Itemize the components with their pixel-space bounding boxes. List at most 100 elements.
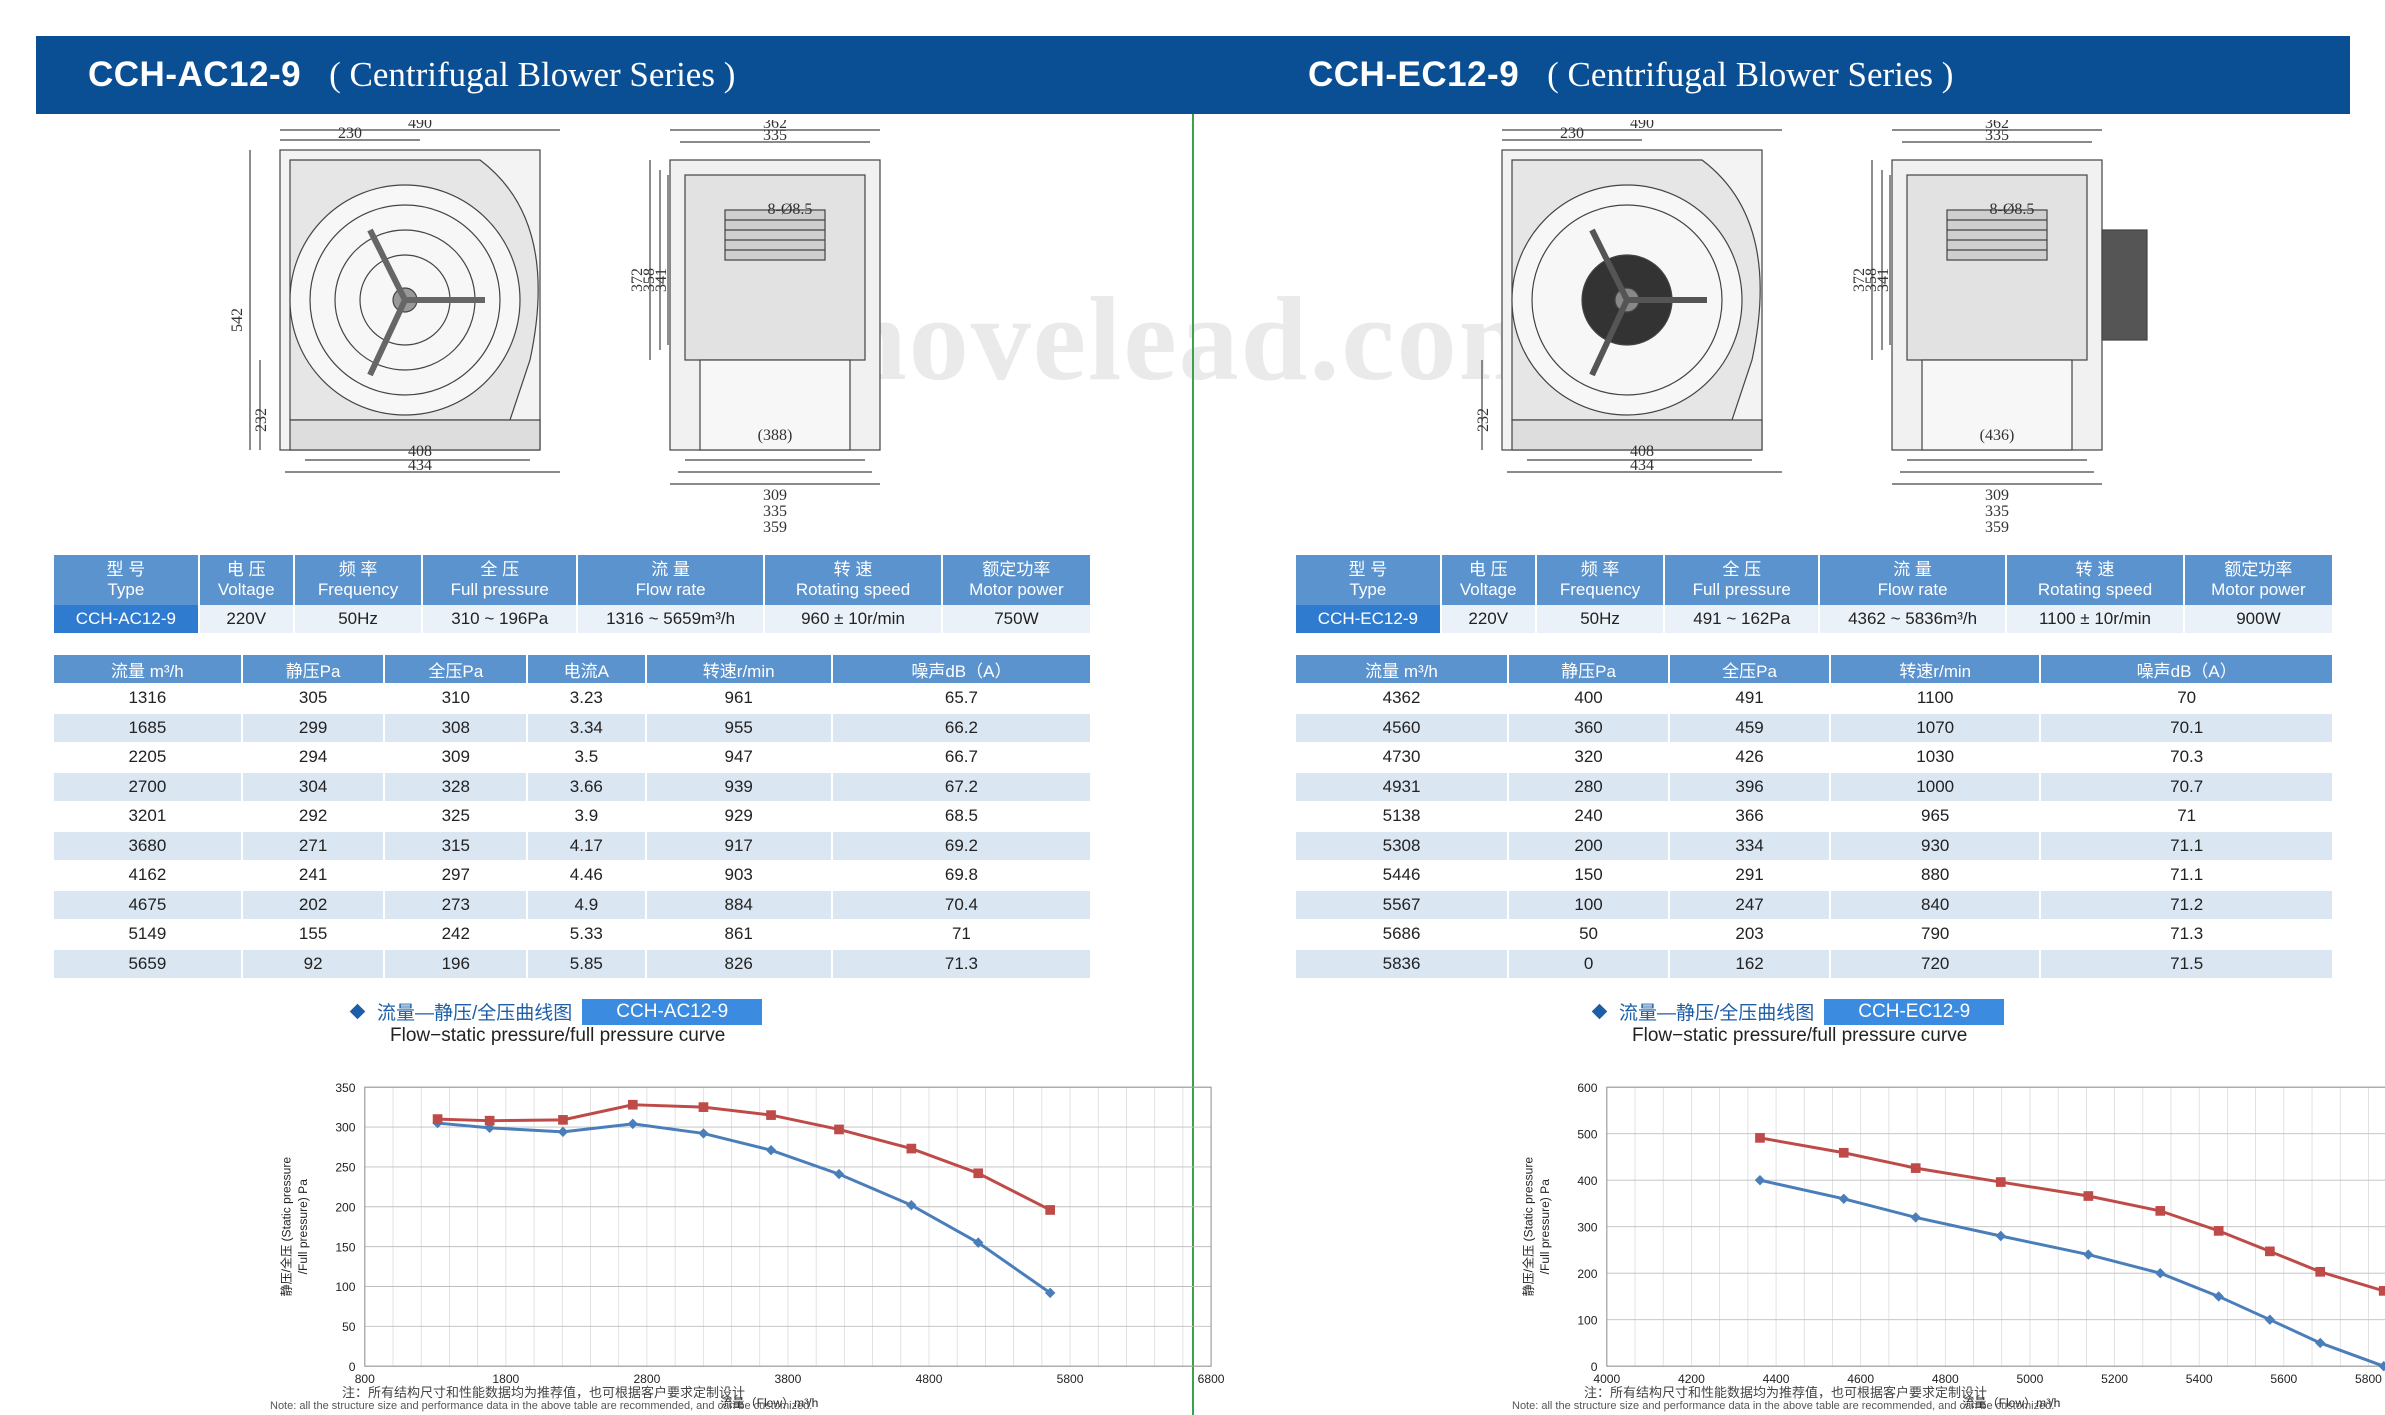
data-point (1044, 1287, 1056, 1299)
data-point (906, 1143, 917, 1154)
dim-holes: 8-Ø8.5 (768, 201, 813, 218)
table-cell: 884 (646, 890, 831, 919)
y-tick-label: 100 (335, 1280, 355, 1294)
perf-header-cell: 转速r/min (1831, 655, 2040, 683)
series-line (437, 1103, 1051, 1212)
table-cell: 315 (385, 831, 527, 860)
table-cell: 308 (385, 713, 527, 742)
spec-header-power: 额定功率 Motor power (942, 555, 1090, 605)
note-cn: 注：所有结构尺寸和性能数据均为推荐值，也可根据客户要求定制设计 (1584, 1385, 1988, 1400)
x-tick-label: 4400 (1763, 1372, 1790, 1386)
table-cell: 304 (242, 772, 384, 801)
x-tick-label: 4800 (1932, 1372, 1959, 1386)
x-tick-label: 3800 (775, 1372, 802, 1386)
y-tick-label: 300 (335, 1121, 355, 1135)
diamond-icon (1591, 1003, 1608, 1020)
table-cell: 360 (1509, 713, 1669, 742)
x-tick-label: 4200 (1678, 1372, 1705, 1386)
table-row: 1685 299 308 3.34 955 66.2 (54, 713, 1090, 742)
table-row: 3201 292 325 3.9 929 68.5 (54, 802, 1090, 831)
perf-header-cell: 全压Pa (1670, 655, 1830, 683)
table-cell: 1030 (1831, 743, 2040, 772)
data-point (833, 1168, 845, 1180)
spec-header-pressure: 全 压 Full pressure (423, 555, 576, 605)
x-axis-label: 流量（Flow）m³/h (1962, 1396, 2060, 1410)
y-tick-label: 0 (1591, 1360, 1598, 1374)
plot-area: 0 100 200 300 400 500 600 4000 4200 4400 4600 4800 5… (1520, 1081, 2385, 1410)
table-cell: 92 (242, 949, 384, 978)
spec-header-power: 额定功率 Motor power (2184, 555, 2332, 605)
table-cell: 5686 (1296, 920, 1508, 949)
performance-chart-svg: 0 50 100 150 200 250 300 350 800 1800 2800 3800 4800… (278, 1081, 1224, 1410)
table-cell: 291 (1670, 861, 1830, 890)
table-row: 2700 304 328 3.66 939 67.2 (54, 772, 1090, 801)
x-tick-label: 4000 (1593, 1372, 1620, 1386)
data-point (973, 1168, 984, 1179)
table-cell: 961 (646, 684, 831, 713)
y-tick-label: 50 (342, 1320, 356, 1334)
data-point (484, 1115, 495, 1126)
table-cell: 426 (1670, 743, 1830, 772)
chart-model-chip: CCH-EC12-9 (1824, 998, 2005, 1025)
spec-header-flow: 流 量 Flow rate (1819, 555, 2006, 605)
dim-362: 362 (1985, 120, 2009, 132)
data-point (698, 1128, 709, 1139)
y-axis-label: 静压/全压 (Static pressure (278, 1157, 293, 1297)
spec-voltage: 220V (1441, 605, 1535, 633)
chart-title: 流量—静压/全压曲线图 CCH-AC12-9 (349, 998, 763, 1025)
data-point (765, 1144, 777, 1156)
spec-speed: 1100 ± 10r/min (2007, 605, 2183, 633)
table-cell: 155 (242, 920, 384, 949)
data-point (2264, 1314, 2276, 1325)
table-cell: 320 (1509, 743, 1669, 772)
table-row: 4931 280 396 1000 70.7 (1296, 772, 2332, 801)
y-tick-label: 200 (1577, 1267, 1597, 1281)
table-cell: 334 (1670, 831, 1830, 860)
dim-335: 335 (1985, 127, 2009, 144)
model-title: CCH-AC12-9 (88, 55, 302, 94)
y-axis-label: /Full pressure) Pa (1538, 1179, 1552, 1275)
table-cell: 50 (1509, 920, 1669, 949)
table-cell: 100 (1509, 890, 1669, 919)
y-axis-label: /Full pressure) Pa (296, 1179, 310, 1275)
table-cell: 366 (1670, 802, 1830, 831)
data-point (2213, 1291, 2224, 1302)
chart-title-text: 流量—静压/全压曲线图 (1619, 1003, 1815, 1024)
y-tick-label: 150 (335, 1240, 355, 1254)
panel-ac: CCH-AC12-9 ( Centrifugal Blower Series ) (0, 0, 1225, 1415)
spec-header-type: 型 号 Type (54, 555, 198, 605)
blower-drawing: 490 230 232 408 434 362 335 8-Ø8.5 372 3… (1452, 115, 2152, 540)
data-point (1838, 1193, 1849, 1205)
x-tick-label: 6800 (1198, 1372, 1225, 1386)
data-point (2155, 1267, 2166, 1279)
series-title: ( Centrifugal Blower Series ) (1547, 55, 1954, 94)
blower-drawing-svg: 490 230 542 232 408 434 362 335 8-Ø8.5 3… (229, 115, 881, 536)
data-point (2083, 1249, 2094, 1260)
perf-header-row: 流量 m³/h 静压Pa 全压Pa 转速r/min 噪声dB（A） (1296, 655, 2332, 683)
table-cell: 4162 (54, 861, 241, 890)
table-cell: 162 (1670, 949, 1830, 978)
table-cell: 4362 (1296, 684, 1508, 713)
table-cell: 0 (1509, 949, 1669, 978)
x-axis-label: 流量（Flow）m³/h (720, 1396, 818, 1410)
table-cell: 3.66 (528, 772, 645, 801)
table-cell: 4931 (1296, 772, 1508, 801)
table-row: 4162 241 297 4.46 903 69.8 (54, 861, 1090, 890)
note-en: Note: all the structure size and perform… (1512, 1400, 2055, 1412)
spec-header-type: 型 号 Type (1296, 555, 1440, 605)
y-tick-label: 400 (1577, 1174, 1597, 1188)
spec-table: 型 号 Type 电 压 Voltage 频 率 Frequency 全 压 Full … (52, 555, 1092, 633)
dim-372: 372 (1851, 268, 1868, 292)
panel-ec: CCH-EC12-9 ( Centrifugal Blower Series ) (1192, 0, 2385, 1415)
table-cell: 273 (385, 890, 527, 919)
table-row: 4675 202 273 4.9 884 70.4 (54, 890, 1090, 919)
chart-subtitle: Flow−static pressure/full pressure curve (1632, 1025, 1968, 1046)
table-row: 5686 50 203 790 71.3 (1296, 920, 2332, 949)
spec-header-speed: 转 速 Rotating speed (2007, 555, 2183, 605)
chart-subtitle: Flow−static pressure/full pressure curve (390, 1025, 726, 1046)
table-cell: 965 (1831, 802, 2040, 831)
x-tick-label: 2800 (633, 1372, 660, 1386)
table-cell: 5659 (54, 949, 241, 978)
y-tick-label: 300 (1577, 1220, 1597, 1234)
y-axis-label: 静压/全压 (Static pressure (1520, 1157, 1535, 1297)
